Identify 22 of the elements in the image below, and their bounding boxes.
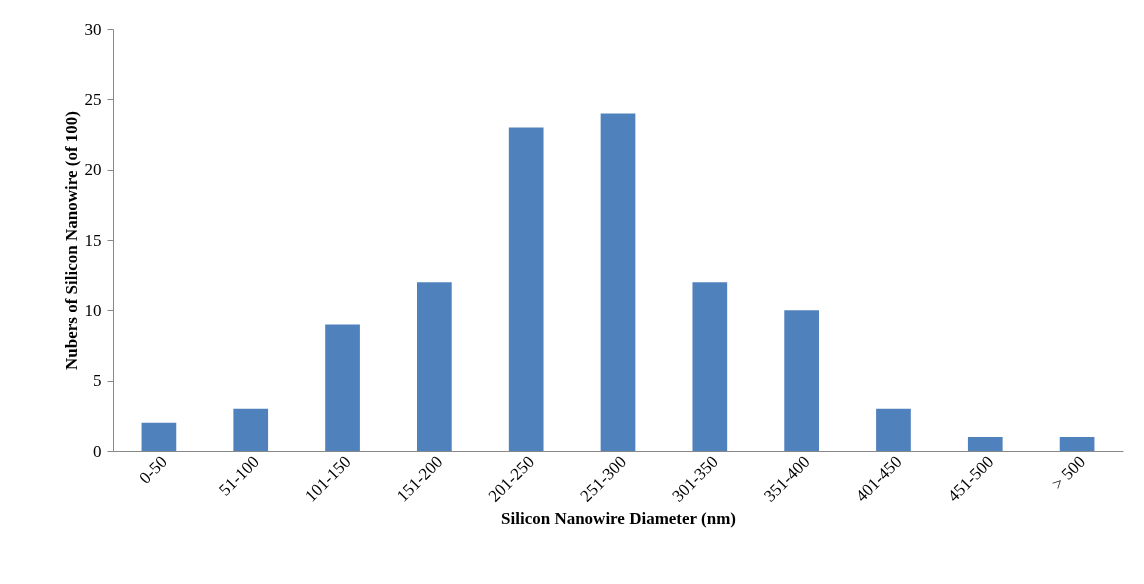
y-tick-label: 25	[84, 89, 102, 109]
y-tick-label: 15	[84, 230, 102, 250]
bar	[417, 282, 452, 451]
y-tick-label: 5	[93, 371, 102, 391]
y-tick-label: 0	[93, 441, 102, 461]
y-tick-label: 10	[84, 300, 102, 320]
bar	[600, 113, 636, 451]
bar	[967, 436, 1003, 451]
y-axis-title: Nubers of Silicon Nanowire (of 100)	[61, 111, 81, 370]
y-tick-label: 30	[84, 19, 102, 39]
bar	[692, 282, 728, 451]
x-axis-title: Silicon Nanowire Diameter (nm)	[501, 508, 736, 528]
x-tick-label: 0-50	[135, 452, 171, 488]
bar	[784, 310, 819, 451]
x-tick-label: > 500	[1047, 452, 1090, 494]
bar	[233, 408, 269, 451]
bar	[876, 408, 911, 451]
bar	[325, 324, 360, 451]
y-tick-label: 20	[84, 160, 102, 180]
bar	[1059, 436, 1095, 451]
bar	[141, 422, 177, 451]
bar	[508, 127, 544, 451]
